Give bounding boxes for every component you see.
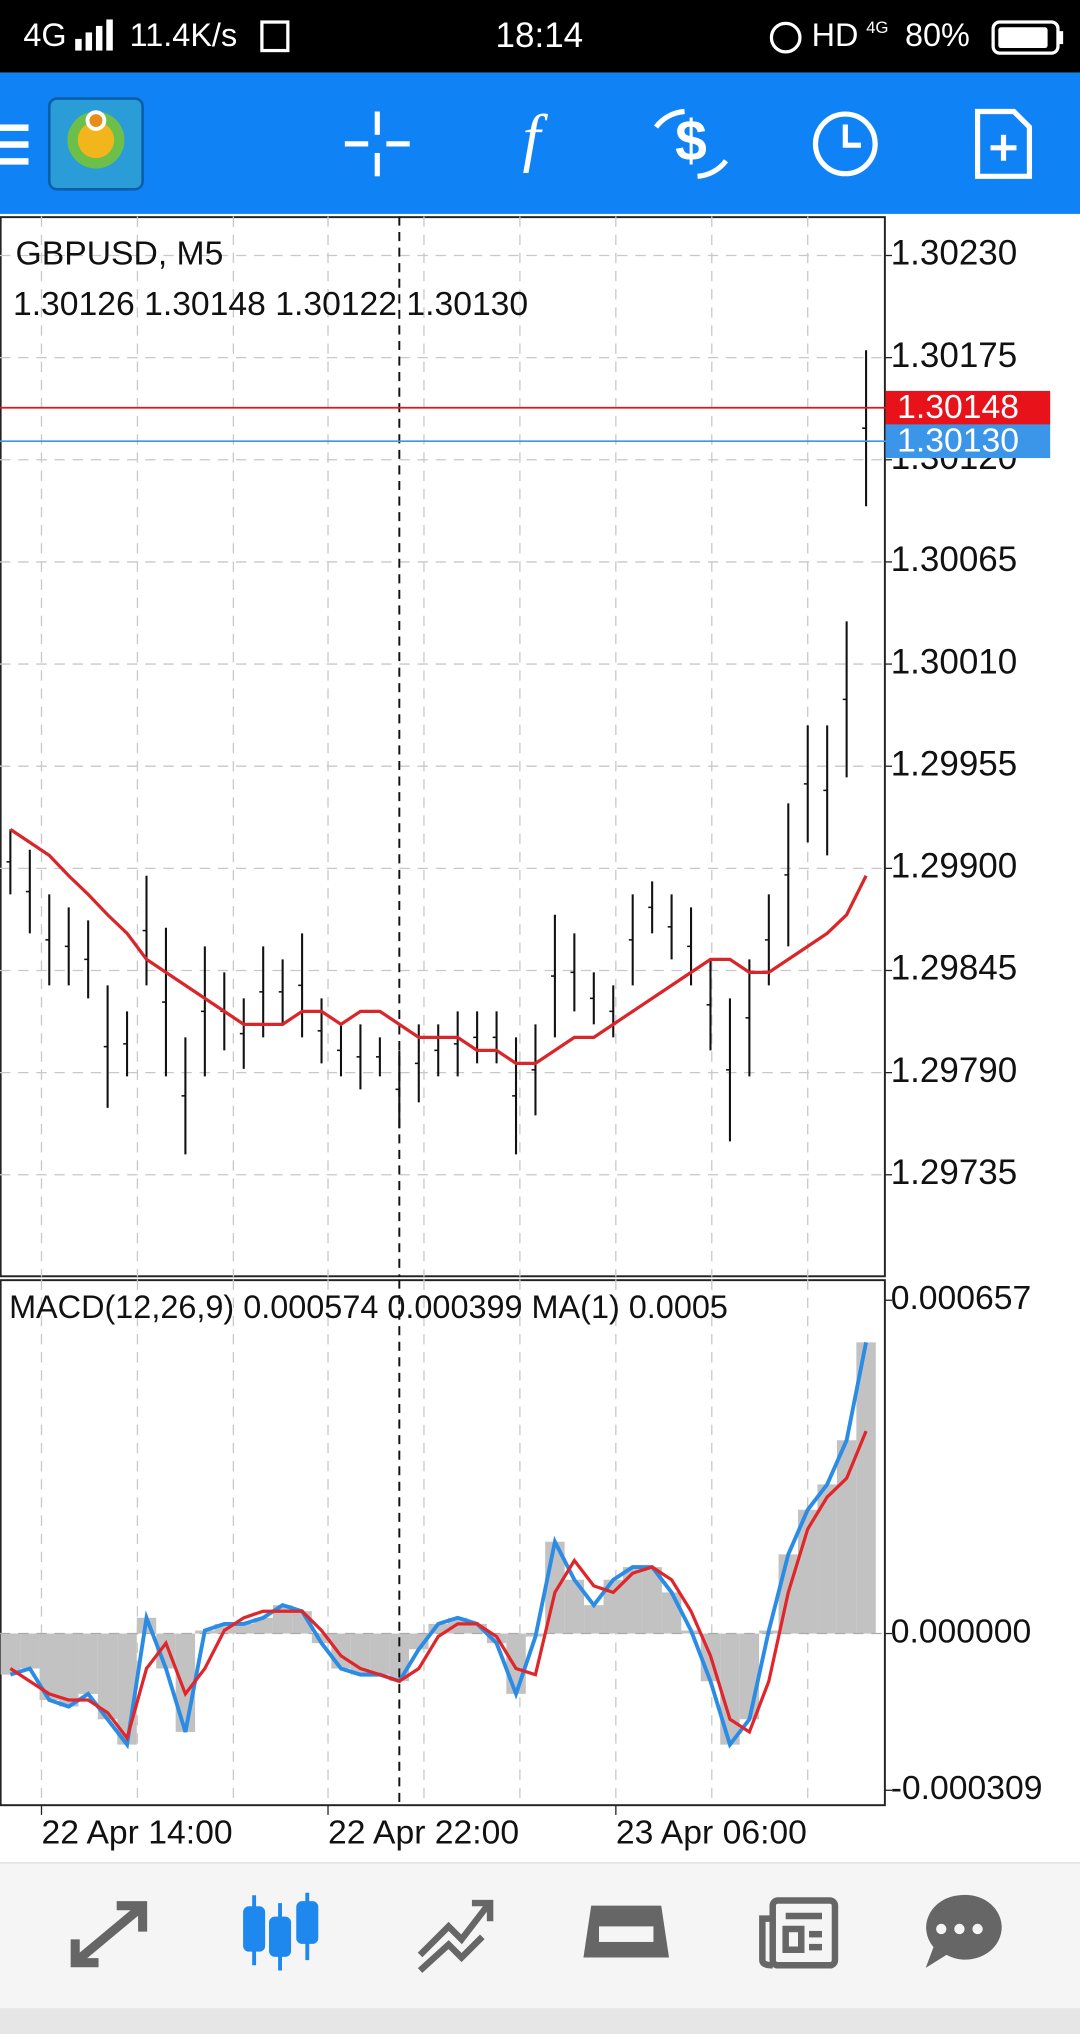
macd-histogram-bar — [467, 1623, 487, 1634]
network: 4G — [23, 17, 66, 53]
battery-text: 80% — [905, 17, 970, 53]
price-tag — [885, 390, 1051, 425]
macd-plot — [0, 1279, 886, 1806]
macd-histogram-bar — [564, 1579, 585, 1634]
hd: HD — [812, 17, 859, 53]
y-tick-label: 1.29955 — [891, 744, 1018, 783]
moving-average — [9, 828, 868, 1065]
price-tag-label: 1.30148 — [897, 388, 1019, 426]
macd-histogram-bar — [39, 1633, 59, 1700]
y-tick-label: 1.29735 — [891, 1153, 1018, 1192]
y-tick-label: 1.29900 — [891, 847, 1018, 886]
battery-level — [998, 27, 1048, 48]
macd-histogram-bar — [428, 1623, 448, 1634]
macd-histogram-bar — [370, 1633, 390, 1675]
macd-histogram-bar — [836, 1440, 857, 1634]
nav-trade[interactable] — [417, 1899, 494, 1973]
macd-title: MACD(12,26,9) 0.000574 0.000399 MA(1) 0.… — [9, 1289, 728, 1325]
macd-histogram-bar — [584, 1605, 604, 1634]
gesture-bar — [0, 2008, 1080, 2034]
macd-histogram-bar — [506, 1633, 526, 1694]
axes: 1.302301.301751.301201.300651.300101.299… — [40, 234, 1051, 1851]
x-tick-label: 23 Apr 06:00 — [616, 1813, 807, 1851]
signal-line — [9, 1430, 868, 1742]
nav-chat[interactable] — [925, 1894, 1002, 1968]
clock: 18:14 — [496, 16, 584, 55]
battery-icon — [991, 20, 1060, 55]
net-speed: 11.4K/s — [130, 17, 238, 53]
ohlc-values: 1.30126 1.30148 1.30122 1.30130 — [13, 285, 528, 323]
sim-icon — [260, 20, 290, 53]
macd-histogram-bar — [234, 1623, 254, 1634]
macd-histogram-bar — [331, 1633, 351, 1669]
crosshair-button[interactable] — [344, 111, 410, 177]
macd-histogram-bar — [739, 1633, 760, 1720]
macd-line — [9, 1341, 868, 1750]
status-bar — [0, 0, 1080, 73]
macd-histogram-bar — [817, 1484, 837, 1634]
y-tick-label: 1.29790 — [891, 1051, 1018, 1090]
y-tick-label: 1.30175 — [891, 336, 1018, 375]
battery-tip — [1059, 31, 1064, 45]
macd-histogram-bar — [0, 1633, 21, 1675]
y-tick-label: 0.000000 — [891, 1612, 1032, 1650]
toolbar — [0, 72, 1080, 214]
price-tag-label: 1.30130 — [897, 421, 1019, 459]
macd-histogram-bar — [642, 1567, 662, 1634]
signal-icon — [75, 19, 113, 51]
mt4-logo[interactable] — [47, 97, 144, 191]
template-button[interactable] — [974, 108, 1033, 179]
macd-histogram-bar — [720, 1633, 740, 1745]
price-plot — [0, 216, 886, 1277]
bottom-nav — [0, 1862, 1080, 2009]
macd-histogram-bar — [20, 1633, 40, 1669]
macd-histogram-bar — [78, 1633, 98, 1694]
svg-text:$: $ — [675, 109, 707, 173]
nav-quotes[interactable] — [70, 1901, 148, 1968]
y-tick-label: 0.000657 — [891, 1279, 1032, 1317]
x-tick-label: 22 Apr 22:00 — [328, 1813, 519, 1851]
y-tick-label: 1.29845 — [891, 949, 1018, 988]
macd-histogram-bar — [622, 1567, 643, 1634]
price-panel — [0, 216, 886, 1278]
macd-histogram-bar — [603, 1579, 623, 1634]
macd-histogram-bar — [97, 1633, 118, 1720]
y-tick-label: 1.30230 — [891, 234, 1018, 273]
alarm-icon — [769, 21, 802, 54]
macd-histogram-bar — [661, 1592, 682, 1634]
y-tick-label: 1.30065 — [891, 540, 1018, 579]
nav-news[interactable] — [759, 1897, 839, 1969]
macd-histogram-bar — [856, 1342, 876, 1634]
trade-button[interactable]: $ — [653, 108, 729, 179]
4g-icon: 4G — [866, 18, 888, 37]
nav-history[interactable] — [583, 1905, 670, 1958]
symbol-title: GBPUSD, M5 — [16, 234, 224, 272]
price-tag — [885, 424, 1051, 459]
period-button[interactable] — [812, 111, 878, 177]
macd-histogram-bar — [253, 1617, 273, 1634]
y-tick-label: -0.000309 — [891, 1769, 1043, 1807]
nav-chart[interactable] — [243, 1892, 319, 1971]
y-tick-label: 1.30010 — [891, 642, 1018, 681]
menu-button[interactable] — [0, 124, 29, 165]
macd-histogram-bar — [58, 1633, 79, 1707]
macd-histogram-bar — [311, 1633, 332, 1644]
x-tick-label: 22 Apr 14:00 — [41, 1813, 232, 1851]
